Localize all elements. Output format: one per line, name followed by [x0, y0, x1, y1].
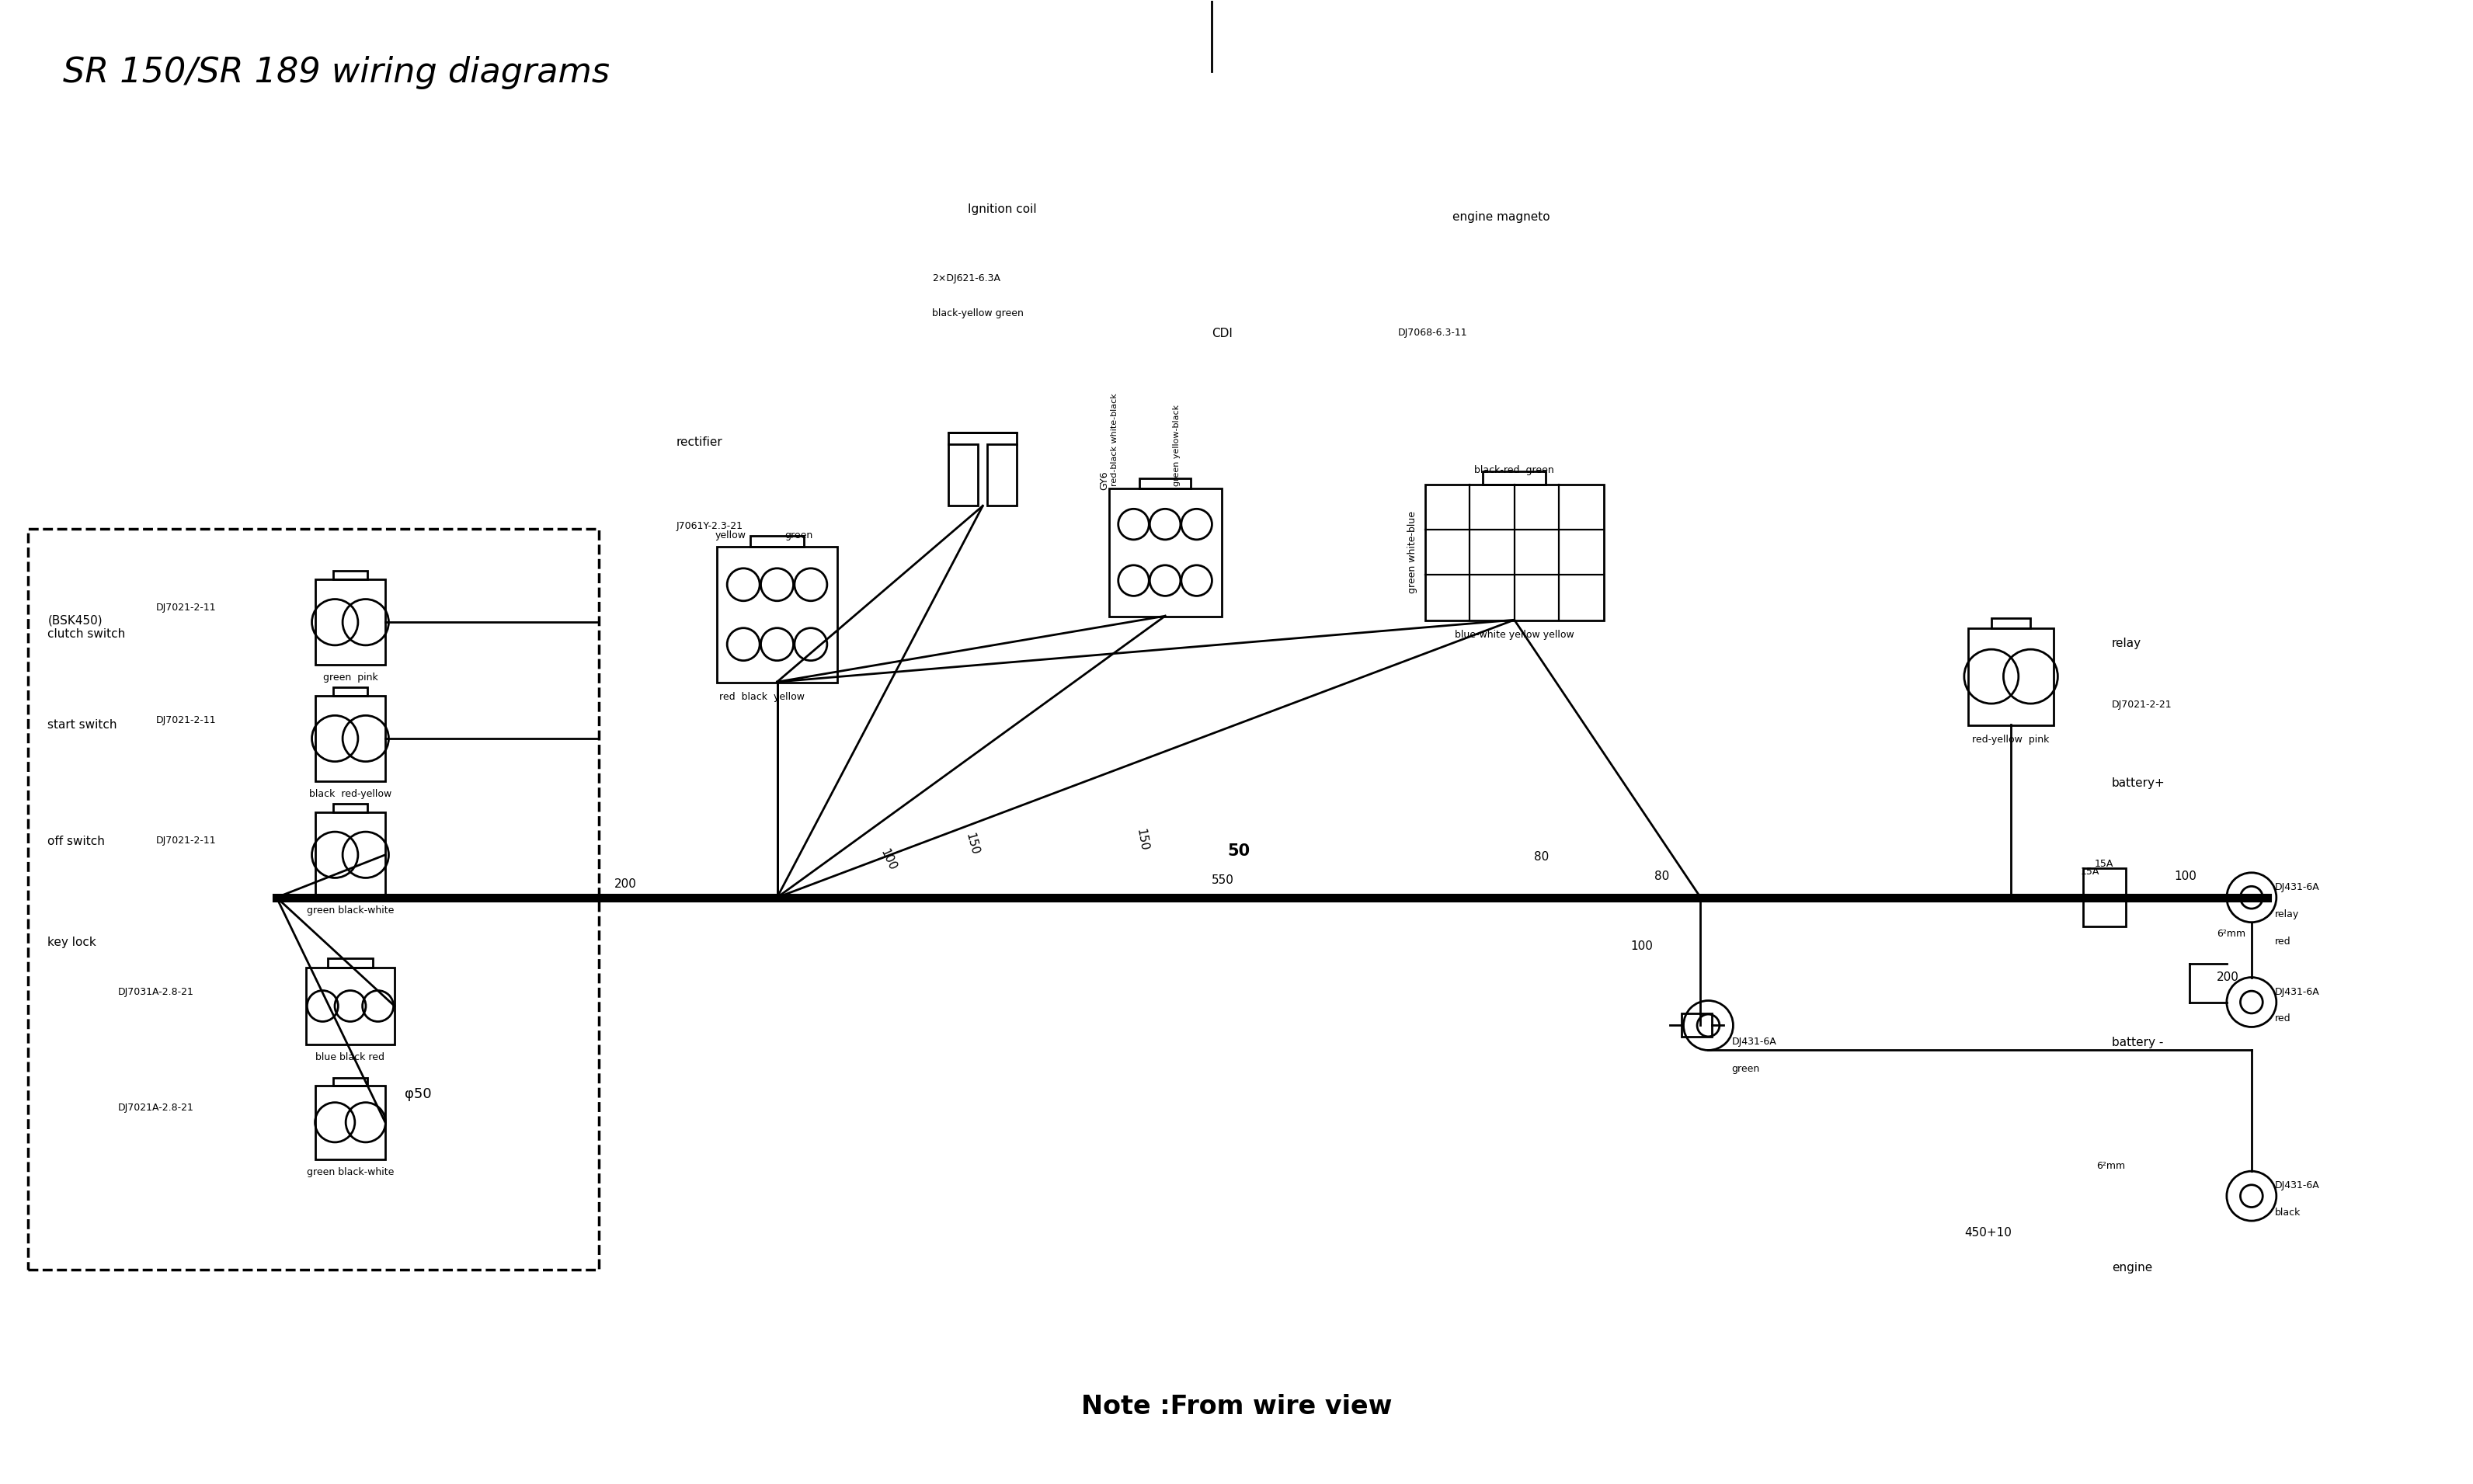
Text: green: green: [784, 531, 814, 540]
Text: 100: 100: [2174, 870, 2196, 881]
Text: DJ431-6A: DJ431-6A: [2275, 881, 2320, 892]
Text: green  pink: green pink: [324, 672, 378, 683]
Bar: [1969, 628, 2053, 726]
Text: DJ7021-2-11: DJ7021-2-11: [156, 835, 218, 846]
Text: blue-white yellow yellow: blue-white yellow yellow: [1454, 629, 1573, 640]
Text: 15A: 15A: [2095, 859, 2114, 868]
Text: CDI: CDI: [1212, 328, 1232, 340]
Text: blue black red: blue black red: [317, 1052, 386, 1063]
Bar: [317, 812, 386, 898]
Bar: [334, 1079, 368, 1085]
Text: DJ7021-2-21: DJ7021-2-21: [2112, 700, 2171, 709]
Bar: [329, 959, 373, 968]
Text: green black-white: green black-white: [307, 1168, 393, 1177]
Bar: [307, 968, 396, 1045]
Text: red-black white-black: red-black white-black: [1110, 393, 1118, 487]
Text: red: red: [2275, 1014, 2290, 1024]
Text: green yellow-black: green yellow-black: [1172, 405, 1180, 487]
Bar: [1108, 488, 1222, 616]
Bar: [987, 444, 1016, 506]
Text: (BSK450)
clutch switch: (BSK450) clutch switch: [47, 614, 126, 640]
Text: black  red-yellow: black red-yellow: [309, 789, 391, 798]
Text: 6²mm: 6²mm: [2216, 929, 2245, 938]
Bar: [334, 687, 368, 696]
Text: DJ431-6A: DJ431-6A: [2275, 1180, 2320, 1190]
Bar: [717, 546, 838, 683]
Text: 2×DJ621-6.3A: 2×DJ621-6.3A: [932, 273, 1002, 283]
Text: green white-blue: green white-blue: [1407, 512, 1417, 594]
Text: DJ431-6A: DJ431-6A: [1731, 1037, 1776, 1048]
Text: engine magneto: engine magneto: [1452, 211, 1551, 223]
Text: red: red: [2275, 936, 2290, 947]
Text: green: green: [1731, 1064, 1761, 1074]
Bar: [1484, 470, 1546, 485]
Text: GY6: GY6: [1098, 472, 1110, 490]
Text: 6²mm: 6²mm: [2097, 1160, 2124, 1171]
Text: yellow: yellow: [715, 531, 747, 540]
Text: 150: 150: [964, 831, 979, 856]
Text: φ50: φ50: [406, 1088, 430, 1101]
Text: 100: 100: [878, 847, 898, 873]
Bar: [317, 580, 386, 665]
Text: SR 150/SR 189 wiring diagrams: SR 150/SR 189 wiring diagrams: [64, 56, 611, 89]
Bar: [1140, 478, 1190, 488]
Text: start switch: start switch: [47, 720, 116, 730]
Text: 80: 80: [1533, 850, 1548, 862]
Text: DJ7031A-2.8-21: DJ7031A-2.8-21: [119, 987, 193, 997]
Text: 150: 150: [1135, 828, 1150, 852]
Text: DJ7021-2-11: DJ7021-2-11: [156, 715, 218, 726]
Bar: [317, 696, 386, 781]
Text: 450+10: 450+10: [1964, 1227, 2011, 1239]
Bar: [749, 536, 804, 546]
Text: 80: 80: [1654, 870, 1669, 881]
Text: black-red  green: black-red green: [1474, 464, 1553, 475]
Text: Ignition coil: Ignition coil: [967, 203, 1036, 215]
Text: red-yellow  pink: red-yellow pink: [1973, 735, 2050, 745]
Text: 550: 550: [1212, 874, 1234, 886]
Text: relay: relay: [2112, 638, 2142, 650]
Text: black-yellow green: black-yellow green: [932, 309, 1024, 318]
Bar: [2082, 868, 2124, 926]
Bar: [950, 444, 979, 506]
Text: red  black  yellow: red black yellow: [720, 692, 804, 702]
Text: key lock: key lock: [47, 936, 96, 948]
Bar: [317, 1085, 386, 1159]
Text: battery -: battery -: [2112, 1037, 2164, 1049]
Text: J7061Y-2.3-21: J7061Y-2.3-21: [675, 521, 742, 531]
Bar: [334, 804, 368, 812]
Text: DJ431-6A: DJ431-6A: [2275, 987, 2320, 997]
Text: 200: 200: [613, 879, 636, 890]
Text: black: black: [2275, 1208, 2300, 1218]
Text: engine: engine: [2112, 1261, 2152, 1273]
Bar: [1424, 485, 1603, 620]
Text: Note :From wire view: Note :From wire view: [1081, 1393, 1392, 1419]
Bar: [1682, 1014, 1711, 1037]
Text: 50: 50: [1227, 843, 1249, 859]
Bar: [334, 571, 368, 580]
Text: DJ7068-6.3-11: DJ7068-6.3-11: [1397, 328, 1466, 338]
Text: battery+: battery+: [2112, 778, 2166, 789]
Text: green black-white: green black-white: [307, 905, 393, 916]
Text: 15A: 15A: [2080, 867, 2100, 877]
Text: DJ7021A-2.8-21: DJ7021A-2.8-21: [119, 1103, 193, 1113]
Text: 100: 100: [1630, 941, 1652, 951]
Bar: [1991, 619, 2030, 628]
Text: 200: 200: [2216, 971, 2238, 982]
Bar: [27, 530, 598, 1270]
Text: DJ7021-2-11: DJ7021-2-11: [156, 603, 218, 613]
Text: off switch: off switch: [47, 835, 104, 847]
Text: relay: relay: [2275, 910, 2300, 919]
Text: rectifier: rectifier: [675, 436, 722, 448]
